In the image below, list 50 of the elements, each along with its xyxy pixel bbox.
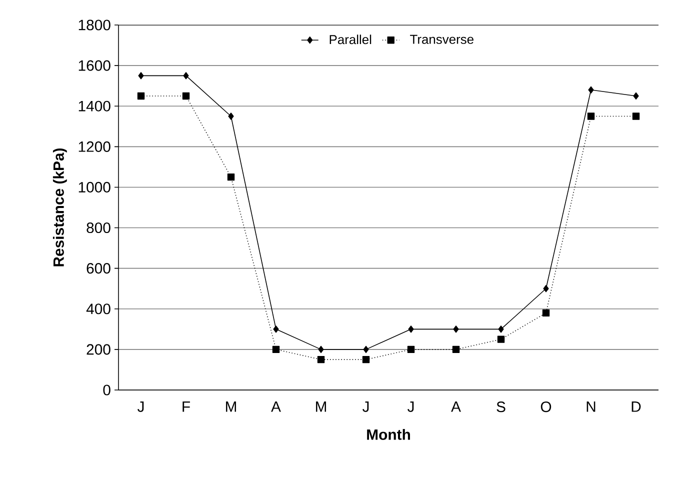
point [587,112,595,120]
point [317,356,325,364]
point [138,72,144,80]
point [407,346,415,354]
y-axis-title: Resistance (kPa) [52,148,67,266]
legend-label: Transverse [410,34,474,44]
point [183,72,189,80]
y-tick-label: 600 [86,263,110,274]
point [633,92,639,100]
point [362,356,370,364]
legend-label: Parallel [330,34,372,44]
y-tick-label: 400 [86,304,110,314]
y-tick-label: 1400 [78,100,110,112]
point [498,326,504,333]
y-tick-label: 800 [86,222,110,234]
point [408,326,414,333]
x-tick-label: M [226,402,236,412]
x-tick-label: N [586,402,596,412]
point [363,346,369,354]
x-tick-label: A [451,402,461,412]
x-tick-label: F [182,402,190,412]
point [452,346,460,354]
point [588,86,594,94]
y-tick-label: 0 [103,384,110,396]
x-tick-label: J [408,402,414,412]
point [227,173,235,181]
x-axis-title: Month [367,428,410,440]
y-tick-label: 1000 [78,182,110,193]
y-tick-label: 1200 [78,141,110,152]
x-tick-label: M [316,402,326,412]
x-tick-label: S [496,402,506,412]
point [228,112,234,120]
point [542,309,550,317]
point [318,346,324,354]
point [273,326,279,333]
y-tick-label: 1600 [78,60,110,71]
point [272,346,280,354]
point [182,92,190,100]
point [137,92,145,100]
y-tick-label: 200 [86,344,110,355]
point [543,285,549,292]
point [497,336,505,343]
x-tick-label: A [271,402,281,412]
x-tick-label: D [632,402,641,412]
y-tick-label: 1800 [78,20,110,30]
x-tick-label: J [138,402,144,412]
point [453,326,459,333]
x-tick-label: J [362,402,369,412]
point [632,112,640,120]
x-tick-label: O [540,402,552,412]
